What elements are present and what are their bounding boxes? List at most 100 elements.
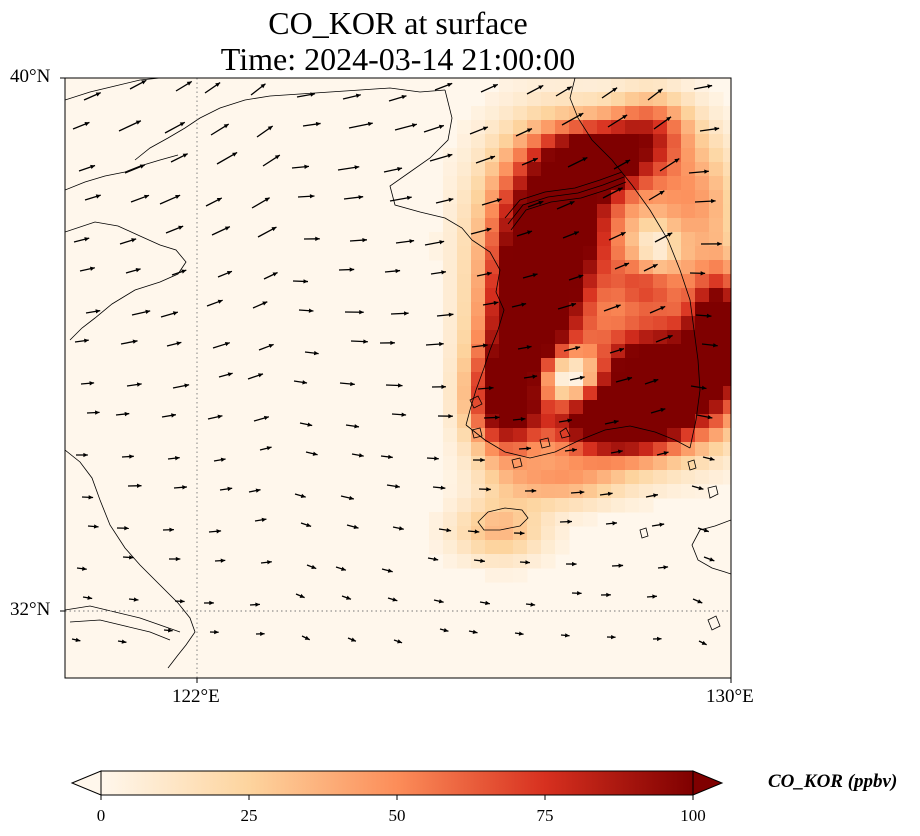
field-cell (611, 330, 626, 345)
wind-vector-head (482, 126, 488, 131)
field-cell (639, 330, 654, 345)
field-cell (681, 358, 696, 373)
field-cell (513, 512, 528, 527)
lat-tick-label-40: 40°N (10, 66, 51, 87)
field-cell (569, 288, 584, 303)
field-cell (583, 274, 598, 289)
wind-vector-head (627, 376, 633, 381)
field-cell (611, 274, 626, 289)
field-cell (443, 260, 458, 275)
wind-vector-head (87, 595, 93, 600)
field-cell (583, 372, 598, 387)
wind-vector-head (653, 378, 659, 384)
field-cell (527, 344, 542, 359)
field-cell (443, 358, 458, 373)
field-cell (681, 344, 696, 359)
wind-vector-head (486, 487, 491, 492)
field-cell (499, 526, 514, 541)
wind-vector-head (617, 449, 623, 454)
field-cell (611, 190, 626, 205)
field-cell (709, 302, 724, 317)
field-cell (527, 162, 542, 177)
wind-vector-head (446, 527, 452, 533)
field-cell (639, 204, 654, 219)
field-cell (527, 218, 542, 233)
field-cell (457, 540, 472, 555)
field-cell (611, 106, 626, 121)
field-cell (457, 120, 472, 135)
field-cell (611, 134, 626, 149)
field-cell (583, 358, 598, 373)
field-cell (541, 92, 556, 107)
wind-vector-head (217, 299, 223, 304)
field-cell (513, 232, 528, 247)
wind-vector-head (312, 451, 318, 456)
wind-vector-head (527, 230, 533, 235)
wind-vector-head (398, 526, 404, 531)
field-cell (499, 78, 514, 93)
field-cell (457, 148, 472, 163)
field-cell (541, 316, 556, 331)
field-cell (625, 274, 640, 289)
field-cell (639, 190, 654, 205)
field-cell (667, 414, 682, 429)
field-cell (639, 148, 654, 163)
wind-vector-head (304, 164, 309, 169)
wind-vector-head (226, 270, 232, 276)
field-cell (569, 428, 584, 443)
field-cell (653, 78, 668, 93)
field-cell (527, 106, 542, 121)
wind-vector-head (615, 304, 621, 309)
wind-vector-head (697, 599, 703, 604)
wind-vector-head (579, 375, 585, 380)
field-cell (709, 344, 724, 359)
field-cell (527, 92, 542, 107)
wind-vector-head (538, 200, 544, 205)
field-cell (513, 106, 528, 121)
field-cell (471, 484, 486, 499)
field-cell (513, 484, 528, 499)
field-cell (555, 428, 570, 443)
wind-vector-head (311, 564, 317, 569)
wind-vector-head (707, 84, 713, 89)
field-cell (541, 148, 556, 163)
field-cell (457, 218, 472, 233)
field-cell (625, 134, 640, 149)
field-cell (625, 498, 640, 513)
wind-vector-head (355, 93, 361, 98)
wind-vector-head (93, 524, 99, 529)
field-cell (639, 428, 654, 443)
field-cell (639, 260, 654, 275)
wind-vector-head (666, 116, 672, 122)
wind-vector-head (171, 413, 176, 418)
korea-south-coast (465, 424, 691, 459)
field-cell (639, 498, 654, 513)
field-cell (625, 358, 640, 373)
field-cell (555, 218, 570, 233)
field-cell (681, 442, 696, 457)
wind-vector-head (145, 309, 151, 314)
field-cell (443, 554, 458, 569)
field-cell (625, 372, 640, 387)
field-cell (569, 92, 584, 107)
wind-vector-head (707, 414, 713, 420)
field-cell (513, 540, 528, 555)
field-cell (443, 498, 458, 513)
field-cell (527, 442, 542, 457)
field-cell (499, 106, 514, 121)
field-cell (653, 246, 668, 261)
wind-vector-head (268, 343, 274, 349)
field-cell (471, 260, 486, 275)
field-cell (695, 106, 710, 121)
wind-vector-head (175, 194, 181, 199)
colorbar-tick-50: 50 (388, 806, 406, 825)
wind-vector-head (350, 381, 355, 387)
field-cell (695, 260, 710, 275)
wind-vector-head (518, 631, 524, 636)
field-cell (723, 288, 731, 303)
field-cell (541, 526, 556, 541)
field-cell (597, 274, 612, 289)
field-cell (625, 302, 640, 317)
wind-vector-head (223, 124, 229, 129)
wind-vector-head (139, 164, 145, 169)
